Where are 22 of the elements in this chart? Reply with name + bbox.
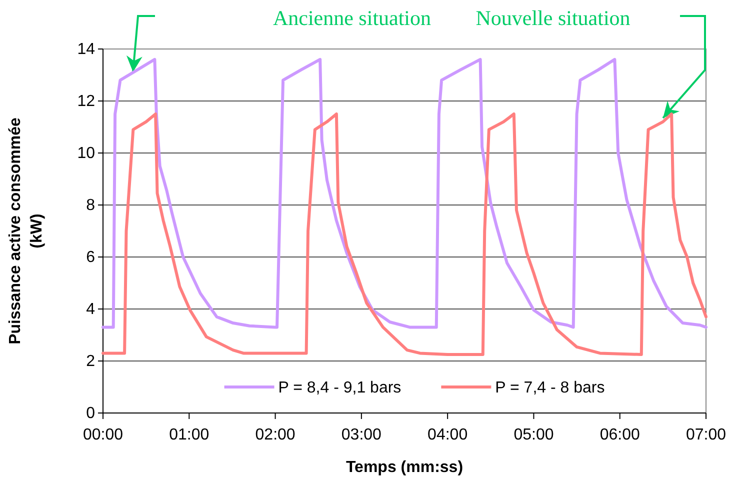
text: Nouvelle situation	[476, 6, 631, 30]
x-tick-label: 03:00	[341, 426, 382, 444]
x-axis-title: Temps (mm:ss)	[346, 459, 464, 476]
y-tick-label: 6	[86, 249, 96, 266]
x-tick-label: 00:00	[82, 426, 124, 444]
text: Ancienne situation	[272, 6, 432, 30]
y-axis-title: Puissance active consommée (kW)	[7, 118, 46, 344]
x-tick-label: 04:00	[428, 426, 468, 444]
y-tick-label: 12	[77, 93, 96, 110]
x-tick-label: 02:00	[255, 426, 296, 444]
y-tick-label: 0	[86, 405, 96, 422]
y-tick-label: 10	[77, 145, 96, 162]
y-tick-label: 14	[77, 41, 96, 58]
y-tick-label: 2	[86, 353, 96, 370]
x-tick-label: 07:00	[686, 426, 726, 444]
legend-label: P = 8,4 - 9,1 bars	[278, 380, 402, 397]
legend-label: P = 7,4 - 8 bars	[495, 380, 605, 397]
y-tick-label: 4	[86, 301, 96, 318]
x-tick-label: 05:00	[514, 426, 554, 444]
y-tick-label: 8	[86, 197, 96, 214]
x-tick-label: 06:00	[600, 426, 640, 444]
x-tick-label: 01:00	[169, 426, 210, 444]
